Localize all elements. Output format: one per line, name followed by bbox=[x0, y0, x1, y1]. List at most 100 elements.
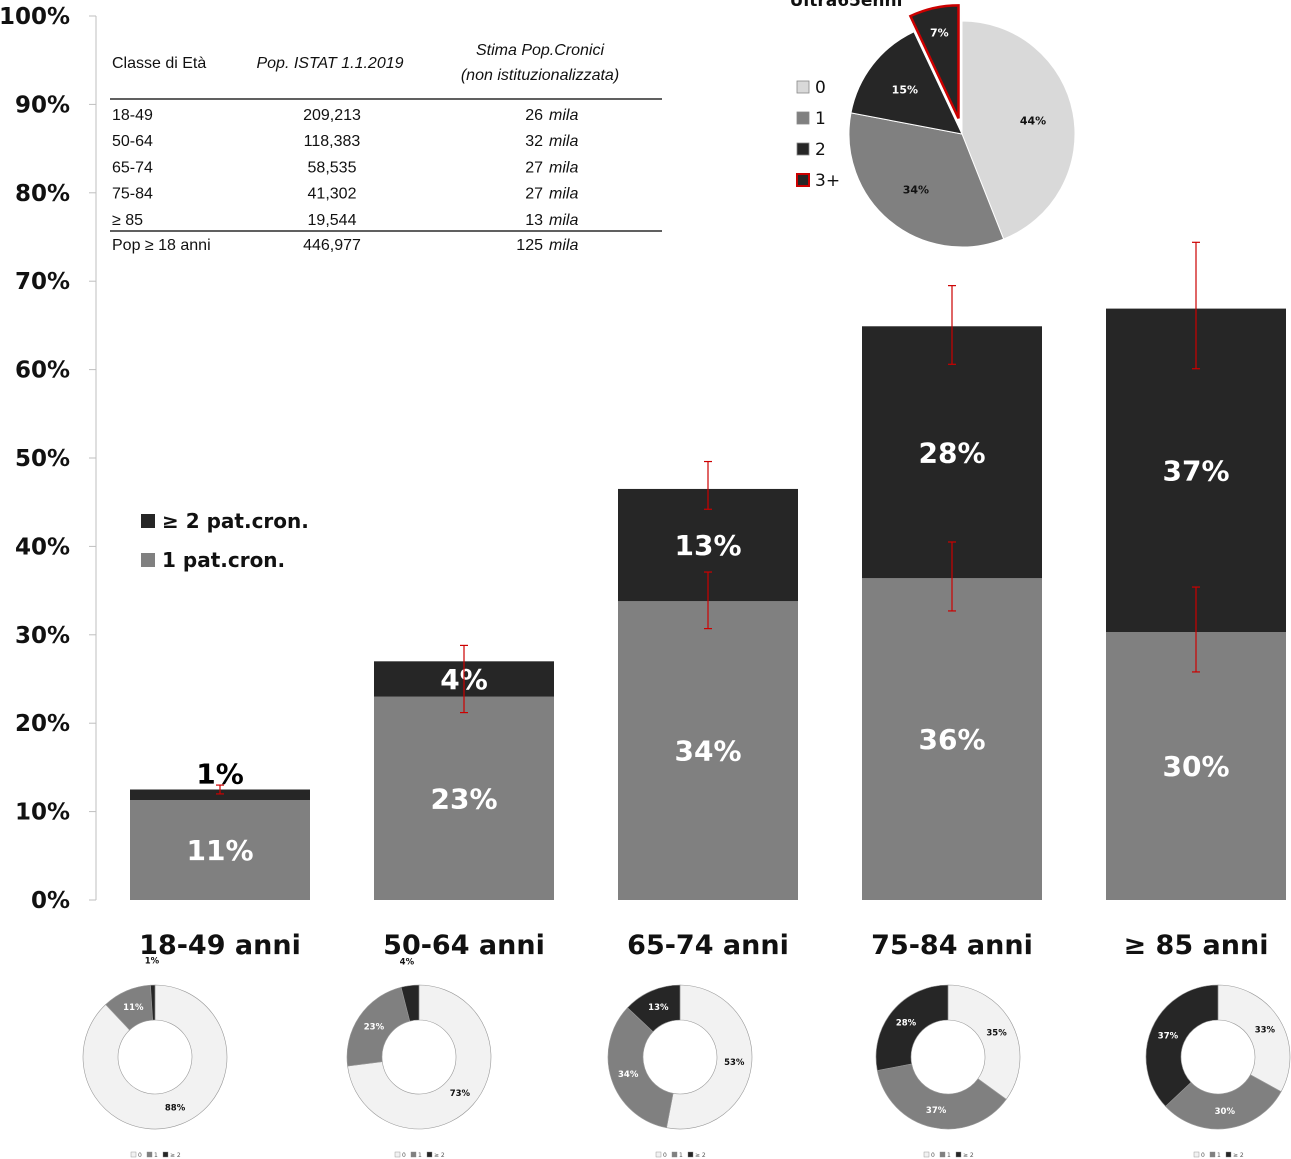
pie-slice bbox=[961, 20, 1076, 240]
donut-legend-swatch bbox=[426, 1151, 433, 1158]
bar-multi-chronic bbox=[130, 789, 310, 801]
donut-chart: 88% 11% 1% 0 1 ≥ 2 bbox=[82, 957, 228, 1159]
donut-legend: 0 1 ≥ 2 bbox=[1193, 1151, 1244, 1159]
pie-legend-swatch bbox=[796, 111, 810, 125]
error-bar bbox=[948, 285, 956, 365]
table-cell-pop: 19,544 bbox=[308, 212, 357, 229]
donut-legend-swatch bbox=[939, 1151, 946, 1158]
donut-slice bbox=[875, 984, 949, 1071]
donut-slice-label: 34% bbox=[618, 1070, 639, 1080]
table-cell-pop: 446,977 bbox=[303, 237, 361, 254]
table-cell-pop: 41,302 bbox=[308, 186, 357, 203]
bar-multi-chronic bbox=[862, 326, 1042, 579]
donut-legend-label: ≥ 2 bbox=[434, 1152, 445, 1159]
bar-legend: ≥ 2 pat.cron. 1 pat.cron. bbox=[141, 509, 309, 572]
donut-legend-swatch bbox=[955, 1151, 962, 1158]
donut-legend-swatch bbox=[146, 1151, 153, 1158]
legend-swatch bbox=[141, 553, 155, 567]
table-cell-estimate: 26 bbox=[525, 107, 543, 124]
donut-legend-label: 1 bbox=[947, 1152, 951, 1159]
table-row: Pop ≥ 18 anni 446,977 125 mila bbox=[112, 237, 578, 254]
pie-slice bbox=[908, 4, 960, 119]
error-bar bbox=[216, 784, 224, 795]
category-label: 75-84 anni bbox=[871, 930, 1033, 961]
bar-label-multi-chronic: 13% bbox=[674, 529, 741, 562]
donut-slice bbox=[876, 1063, 1007, 1130]
y-tick-label: 60% bbox=[15, 358, 70, 384]
donut-slice bbox=[1145, 984, 1219, 1107]
bar-label-one-chronic: 34% bbox=[674, 735, 741, 768]
y-tick-label: 20% bbox=[15, 711, 70, 737]
donut-slice-label: 35% bbox=[986, 1028, 1007, 1038]
table-header-age: Classe di Età bbox=[112, 55, 206, 72]
pie-legend-swatch bbox=[796, 80, 810, 94]
donut-legend-label: ≥ 2 bbox=[1233, 1152, 1244, 1159]
y-axis: 0% 10% 20% 30% 40% 50% 60% 70% 80% 90% 100% bbox=[0, 4, 97, 914]
table-cell-pop: 118,383 bbox=[304, 133, 361, 150]
table-header-pop: Pop. ISTAT 1.1.2019 bbox=[256, 55, 403, 72]
donut-legend-swatch bbox=[687, 1151, 694, 1158]
donut-legend-swatch bbox=[1225, 1151, 1232, 1158]
donut-legend-swatch bbox=[130, 1151, 137, 1158]
category-label: 18-49 anni bbox=[139, 930, 301, 961]
donut-legend-label: ≥ 2 bbox=[963, 1152, 974, 1159]
bar-label-one-chronic: 23% bbox=[430, 782, 497, 815]
donut-slice-label: 33% bbox=[1255, 1025, 1276, 1035]
pie-legend-label: 3+ bbox=[815, 171, 840, 191]
donut-legend-swatch bbox=[394, 1151, 401, 1158]
donut-legend-label: 0 bbox=[663, 1152, 667, 1159]
pie-legend-label: 2 bbox=[815, 140, 826, 160]
donut-legend: 0 1 ≥ 2 bbox=[655, 1151, 706, 1159]
table-cell-estimate: 27 bbox=[525, 186, 543, 203]
donut-chart: 73% 23% 4% 0 1 ≥ 2 bbox=[346, 957, 492, 1159]
donut-slice bbox=[1165, 1074, 1282, 1130]
population-table: Classe di Età Pop. ISTAT 1.1.2019 Stima … bbox=[110, 42, 662, 254]
pie-slice-label: 44% bbox=[1020, 114, 1046, 127]
error-bar bbox=[704, 571, 712, 630]
table-cell-pop: 209,213 bbox=[303, 107, 361, 124]
y-tick-label: 80% bbox=[15, 181, 70, 207]
table-cell-unit: mila bbox=[549, 237, 578, 254]
donut-legend-label: 0 bbox=[931, 1152, 935, 1159]
pie-slice-label: 15% bbox=[892, 84, 918, 97]
table-cell-age: Pop ≥ 18 anni bbox=[112, 237, 211, 254]
category-label: ≥ 85 anni bbox=[1124, 930, 1269, 961]
y-tick-label: 10% bbox=[15, 800, 70, 826]
donut-slice-label: 30% bbox=[1215, 1107, 1236, 1117]
legend-swatch bbox=[141, 514, 155, 528]
donut-legend: 0 1 ≥ 2 bbox=[394, 1151, 445, 1159]
bar-label-one-chronic: 11% bbox=[186, 834, 253, 867]
table-cell-age: ≥ 85 bbox=[112, 212, 143, 229]
bar-one-chronic bbox=[1106, 632, 1286, 900]
donut-legend-label: ≥ 2 bbox=[170, 1152, 181, 1159]
table-cell-unit: mila bbox=[549, 107, 578, 124]
table-cell-estimate: 27 bbox=[525, 159, 543, 176]
donut-legend-swatch bbox=[655, 1151, 662, 1158]
donut-legend-label: 1 bbox=[1217, 1152, 1221, 1159]
donut-legend-label: ≥ 2 bbox=[695, 1152, 706, 1159]
pie-legend-swatch bbox=[796, 173, 810, 187]
pie-slice-label: 7% bbox=[930, 26, 949, 39]
donut-legend-swatch bbox=[162, 1151, 169, 1158]
pie-legend-label: 1 bbox=[815, 109, 826, 129]
error-bar bbox=[704, 460, 712, 510]
table-row: 50-64 118,383 32 mila bbox=[112, 133, 578, 150]
donut-legend-swatch bbox=[1193, 1151, 1200, 1158]
y-tick-label: 90% bbox=[15, 92, 70, 118]
donut-slice-label: 28% bbox=[896, 1018, 917, 1028]
bar-label-multi-chronic: 37% bbox=[1162, 454, 1229, 487]
table-cell-age: 50-64 bbox=[112, 133, 153, 150]
legend-label: 1 pat.cron. bbox=[162, 548, 285, 572]
donut-legend-label: 1 bbox=[154, 1152, 158, 1159]
donut-legend-label: 1 bbox=[418, 1152, 422, 1159]
y-tick-label: 30% bbox=[15, 623, 70, 649]
donut-legend-label: 0 bbox=[1201, 1152, 1205, 1159]
table-cell-unit: mila bbox=[549, 186, 578, 203]
table-row: 18-49 209,213 26 mila bbox=[112, 107, 578, 124]
donut-chart: 33% 30% 37% 0 1 ≥ 2 bbox=[1145, 984, 1291, 1159]
table-cell-estimate: 32 bbox=[525, 133, 543, 150]
table-header-estimate-note: (non istituzionalizzata) bbox=[461, 67, 619, 84]
table-row: 75-84 41,302 27 mila bbox=[112, 186, 578, 203]
table-cell-unit: mila bbox=[549, 212, 578, 229]
